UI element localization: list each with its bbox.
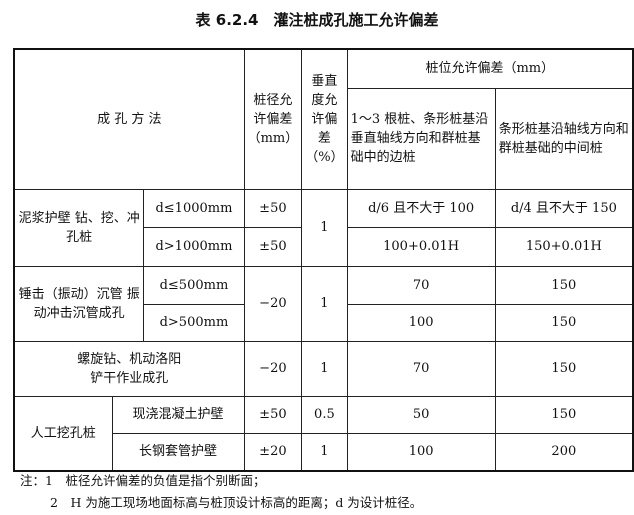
condition-cell: d>1000mm [143,226,245,267]
edge-cell: 70 [346,265,496,305]
method-cell: 螺旋钻、机动洛阳铲干作业成孔 [13,340,245,397]
condition-cell: d>500mm [143,303,245,342]
edge-cell: 70 [346,340,496,397]
middle-cell: 150 [494,340,634,397]
condition-cell: 现浇混凝土护壁 [111,395,245,434]
vertical-cell: 1 [301,188,348,267]
table-row: 人工挖孔桩 现浇混凝土护壁 ±50 0.5 50 150 [13,395,634,472]
diameter-cell: −20 [243,265,303,342]
vertical-cell: 1 [301,432,348,472]
condition-cell: d≤500mm [143,265,245,305]
vertical-cell: 1 [301,265,348,342]
header-vertical: 垂直度允许偏差（%） [301,48,348,190]
middle-cell: 150 [494,265,634,305]
diameter-cell: −20 [243,340,303,397]
table-title: 表 6.2.4 灌注桩成孔施工允许偏差 [195,11,439,29]
table-row: d>500mm 100 150 [14,303,634,342]
middle-cell: 150 [494,303,634,342]
edge-cell: 100 [346,303,496,342]
middle-cell: 200 [494,432,634,472]
method-cell: 泥浆护壁 钻、挖、冲孔桩 [13,188,145,267]
diameter-cell: ±50 [243,226,303,267]
note-1: 注：1 桩径允许偏差的负值是指个别断面； [20,473,266,488]
edge-cell: d/6 且不大于 100 [346,188,496,228]
table-row: 泥浆护壁 钻、挖、冲孔桩 d≤1000mm ±50 1 d/6 且不大于 100… [13,188,634,267]
vertical-cell: 0.5 [301,395,348,434]
table-row: 锤击（振动）沉管 振动冲击沉管成孔 d≤500mm −20 1 70 150 [13,265,634,342]
header-method: 成 孔 方 法 [13,48,245,190]
header-pos-edge: 1～3 根桩、条形桩基沿垂直轴线方向和群桩基础中的边桩 [346,87,496,190]
condition-cell: d≤1000mm [143,188,245,228]
edge-cell: 100 [346,432,496,472]
method-cell: 锤击（振动）沉管 振动冲击沉管成孔 [13,265,145,342]
table-notes: 注：1 桩径允许偏差的负值是指个别断面； 2 H 为施工现场地面标高与桩顶设计标… [20,470,422,514]
middle-cell: 150 [494,395,634,434]
tolerance-table: 成 孔 方 法 桩径允许偏差（mm） 垂直度允许偏差（%） 桩位允许偏差（mm）… [13,48,634,472]
table-row: d>1000mm ±50 100+0.01H 150+0.01H [14,226,634,267]
vertical-cell: 1 [301,340,348,397]
middle-cell: 150+0.01H [494,226,634,267]
diameter-cell: ±20 [243,432,303,472]
header-position: 桩位允许偏差（mm） [346,48,634,89]
header-pos-middle: 条形桩基沿轴线方向和群桩基础的中间桩 [494,87,634,190]
edge-cell: 50 [346,395,496,434]
table-row: 螺旋钻、机动洛阳铲干作业成孔 −20 1 70 150 [13,340,634,397]
method-cell: 人工挖孔桩 [13,395,113,472]
diameter-cell: ±50 [243,188,303,228]
edge-cell: 100+0.01H [346,226,496,267]
header-diameter: 桩径允许偏差（mm） [243,48,303,190]
condition-cell: 长钢套管护壁 [111,432,245,472]
note-2: 2 H 为施工现场地面标高与桩顶设计标高的距离；d 为设计桩径。 [50,495,423,510]
diameter-cell: ±50 [243,395,303,434]
table-row: 长钢套管护壁 ±20 1 100 200 [14,432,634,472]
middle-cell: d/4 且不大于 150 [494,188,634,228]
